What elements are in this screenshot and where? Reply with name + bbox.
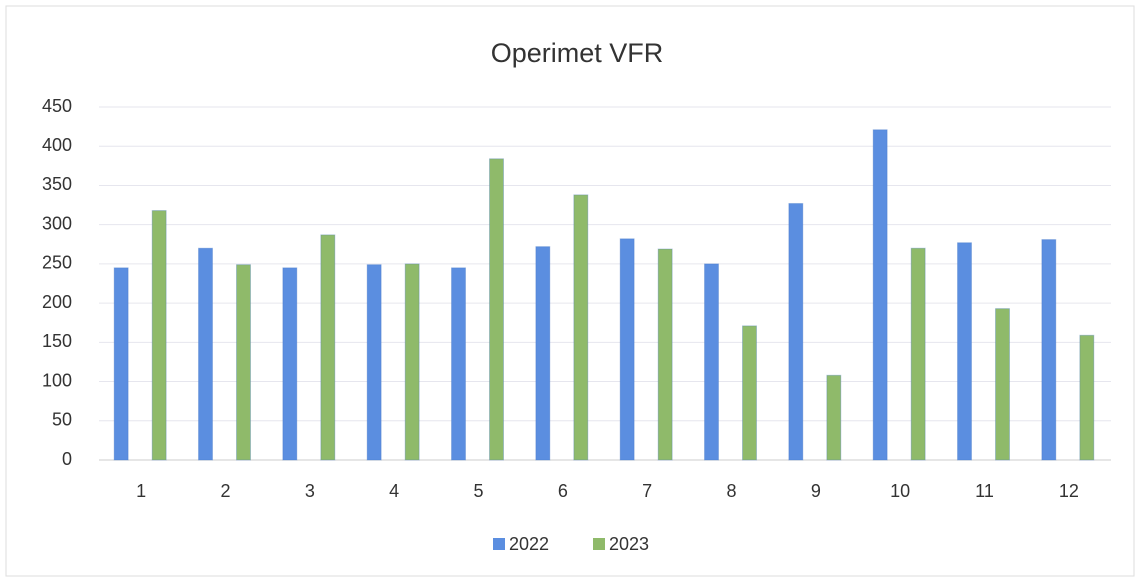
bar [788, 202, 804, 461]
bar [995, 308, 1010, 461]
bar [957, 242, 972, 461]
x-tick-label: 5 [473, 481, 483, 501]
x-tick-label: 1 [136, 481, 146, 501]
chart-title: Operimet VFR [491, 38, 664, 68]
y-tick-label: 150 [42, 331, 72, 351]
x-tick-label: 2 [220, 481, 230, 501]
x-tick-label: 3 [305, 481, 315, 501]
bar [451, 267, 466, 461]
legend-label: 2022 [509, 534, 549, 554]
x-tick-label: 12 [1059, 481, 1079, 501]
y-tick-label: 100 [42, 370, 72, 390]
y-tick-label: 250 [42, 253, 72, 273]
bar [198, 247, 213, 461]
bar [657, 248, 673, 461]
bar [236, 264, 251, 461]
y-tick-label: 300 [42, 213, 72, 233]
bar [489, 158, 504, 461]
bar [742, 325, 757, 461]
bar [872, 129, 888, 461]
legend-label: 2023 [609, 534, 649, 554]
y-tick-label: 400 [42, 135, 72, 155]
x-tick-label: 4 [389, 481, 399, 501]
bar [704, 263, 719, 461]
legend-swatch [493, 538, 505, 550]
x-tick-label: 6 [558, 481, 568, 501]
bar [619, 238, 635, 461]
legend-swatch [593, 538, 605, 550]
chart-border [5, 5, 1135, 577]
x-tick-label: 11 [975, 481, 994, 501]
y-tick-label: 200 [42, 292, 72, 312]
bar [573, 194, 589, 461]
bar [1041, 239, 1057, 461]
x-tick-label: 8 [726, 481, 736, 501]
bar [535, 246, 551, 461]
y-tick-label: 450 [42, 96, 72, 116]
bar [366, 264, 382, 461]
bar [404, 263, 420, 461]
bar [1079, 334, 1095, 461]
x-tick-label: 7 [642, 481, 652, 501]
y-tick-label: 0 [62, 449, 72, 469]
bar [320, 234, 336, 461]
bar [151, 210, 167, 461]
bar [826, 374, 842, 461]
x-tick-label: 9 [811, 481, 821, 501]
y-tick-label: 50 [52, 410, 72, 430]
bar [282, 267, 298, 461]
x-tick-label: 10 [890, 481, 910, 501]
y-tick-label: 350 [42, 174, 72, 194]
bar [113, 267, 129, 461]
bar [910, 247, 926, 461]
